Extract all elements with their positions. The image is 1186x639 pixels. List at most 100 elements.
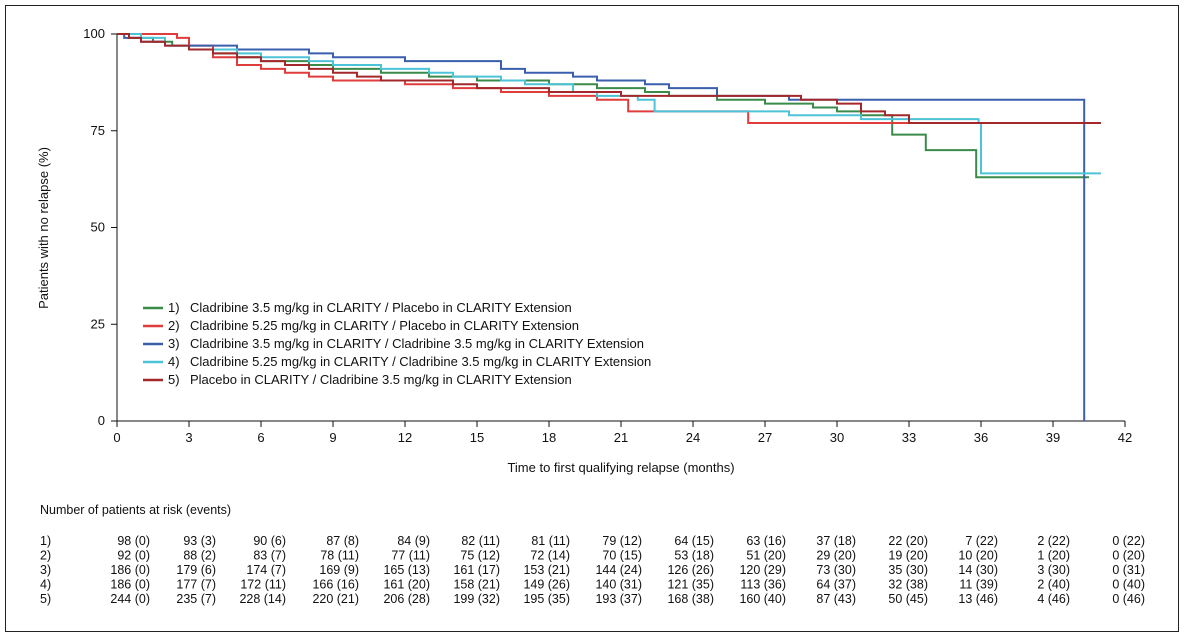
at-risk-cell: 77 (11): [391, 549, 430, 563]
x-tick-label: 9: [329, 430, 336, 445]
at-risk-cell: 195 (35): [523, 592, 570, 606]
at-risk-cell: 53 (18): [674, 549, 714, 563]
x-tick-label: 21: [614, 430, 628, 445]
at-risk-cell: 0 (22): [1112, 534, 1145, 548]
at-risk-cell: 1 (20): [1037, 549, 1070, 563]
at-risk-cell: 193 (37): [595, 592, 642, 606]
at-risk-cell: 13 (46): [958, 592, 998, 606]
at-risk-row-label: 2): [40, 549, 51, 563]
x-tick-label: 36: [974, 430, 988, 445]
at-risk-cell: 87 (8): [326, 534, 359, 548]
at-risk-cell: 63 (16): [746, 534, 786, 548]
at-risk-cell: 83 (7): [253, 549, 286, 563]
at-risk-row-label: 5): [40, 592, 51, 606]
at-risk-cell: 235 (7): [176, 592, 216, 606]
at-risk-cell: 0 (31): [1112, 563, 1145, 577]
legend-number-3: 3): [168, 336, 180, 351]
at-risk-table: 1) 98 (0) 93 (3) 90 (6) 87 (8) 84 (9) 82 (11) 8…: [40, 534, 1145, 606]
at-risk-cell: 22 (20): [888, 534, 928, 548]
at-risk-cell: 78 (11): [320, 549, 359, 563]
x-axis-label: Time to first qualifying relapse (months…: [507, 460, 734, 475]
at-risk-cell: 153 (21): [523, 563, 570, 577]
at-risk-cell: 92 (0): [117, 549, 150, 563]
at-risk-cell: 2 (22): [1037, 534, 1070, 548]
at-risk-cell: 186 (0): [110, 563, 150, 577]
at-risk-cell: 51 (20): [746, 549, 786, 563]
legend-label-1: Cladribine 3.5 mg/kg in CLARITY / Placeb…: [190, 300, 572, 315]
series-lines: [117, 33, 1101, 421]
y-tick-label: 50: [91, 220, 105, 235]
at-risk-cell: 70 (15): [602, 549, 642, 563]
at-risk-cell: 228 (14): [239, 592, 286, 606]
x-tick-label: 33: [902, 430, 916, 445]
at-risk-cell: 166 (16): [312, 578, 359, 592]
at-risk-cell: 93 (3): [183, 534, 216, 548]
x-tick-label: 30: [830, 430, 844, 445]
at-risk-cell: 29 (20): [816, 549, 856, 563]
at-risk-cell: 98 (0): [117, 534, 150, 548]
at-risk-cell: 161 (20): [383, 578, 430, 592]
x-tick-label: 15: [470, 430, 484, 445]
at-risk-cell: 172 (11): [240, 578, 286, 592]
at-risk-cell: 161 (17): [453, 563, 500, 577]
legend-number-1: 1): [168, 300, 180, 315]
y-tick-label: 25: [91, 316, 105, 331]
x-tick-label: 18: [542, 430, 556, 445]
legend: 1) Cladribine 3.5 mg/kg in CLARITY / Plac…: [143, 300, 651, 387]
at-risk-cell: 177 (7): [176, 578, 216, 592]
at-risk-cell: 35 (30): [888, 563, 928, 577]
at-risk-cell: 144 (24): [595, 563, 642, 577]
at-risk-cell: 2 (40): [1037, 578, 1070, 592]
at-risk-cell: 32 (38): [888, 578, 928, 592]
x-tick-label: 39: [1046, 430, 1060, 445]
series-2-curve: [117, 33, 1089, 125]
x-tick-label: 42: [1118, 430, 1132, 445]
at-risk-cell: 179 (6): [176, 563, 216, 577]
at-risk-row-label: 3): [40, 563, 51, 577]
at-risk-cell: 113 (36): [740, 578, 786, 592]
at-risk-cell: 168 (38): [667, 592, 714, 606]
series-5-curve: [117, 33, 1101, 125]
at-risk-cell: 19 (20): [888, 549, 928, 563]
x-tick-label: 0: [113, 430, 120, 445]
at-risk-cell: 50 (45): [888, 592, 928, 606]
at-risk-cell: 14 (30): [958, 563, 998, 577]
x-tick-label: 6: [257, 430, 264, 445]
x-tick-label: 12: [398, 430, 412, 445]
y-ticks: 0 25 50 75 100: [83, 26, 117, 428]
at-risk-cell: 120 (29): [739, 563, 786, 577]
y-tick-label: 100: [83, 26, 105, 41]
at-risk-cell: 0 (20): [1112, 549, 1145, 563]
at-risk-cell: 7 (22): [965, 534, 998, 548]
y-tick-label: 75: [91, 123, 105, 138]
legend-label-2: Cladribine 5.25 mg/kg in CLARITY / Place…: [190, 318, 579, 333]
series-1-curve: [117, 33, 1089, 179]
legend-number-4: 4): [168, 354, 180, 369]
at-risk-heading: Number of patients at risk (events): [40, 503, 231, 517]
at-risk-cell: 4 (46): [1037, 592, 1070, 606]
at-risk-cell: 82 (11): [461, 534, 500, 548]
at-risk-cell: 0 (46): [1112, 592, 1145, 606]
y-axis-label: Patients with no relapse (%): [36, 147, 51, 309]
at-risk-cell: 140 (31): [595, 578, 642, 592]
legend-number-5: 5): [168, 372, 180, 387]
at-risk-cell: 73 (30): [816, 563, 856, 577]
at-risk-row-label: 4): [40, 578, 51, 592]
at-risk-cell: 220 (21): [312, 592, 359, 606]
at-risk-cell: 165 (13): [383, 563, 430, 577]
at-risk-cell: 81 (11): [531, 534, 570, 548]
y-tick-label: 0: [98, 413, 105, 428]
at-risk-cell: 75 (12): [460, 549, 500, 563]
at-risk-cell: 158 (21): [453, 578, 500, 592]
legend-label-4: Cladribine 5.25 mg/kg in CLARITY / Cladr…: [190, 354, 651, 369]
at-risk-cell: 72 (14): [530, 549, 570, 563]
at-risk-cell: 3 (30): [1037, 563, 1070, 577]
at-risk-cell: 64 (15): [674, 534, 714, 548]
at-risk-cell: 0 (40): [1112, 578, 1145, 592]
x-tick-label: 27: [758, 430, 772, 445]
at-risk-cell: 199 (32): [453, 592, 500, 606]
x-tick-label: 3: [185, 430, 192, 445]
at-risk-cell: 186 (0): [110, 578, 150, 592]
series-4-curve: [117, 33, 1101, 175]
legend-number-2: 2): [168, 318, 180, 333]
